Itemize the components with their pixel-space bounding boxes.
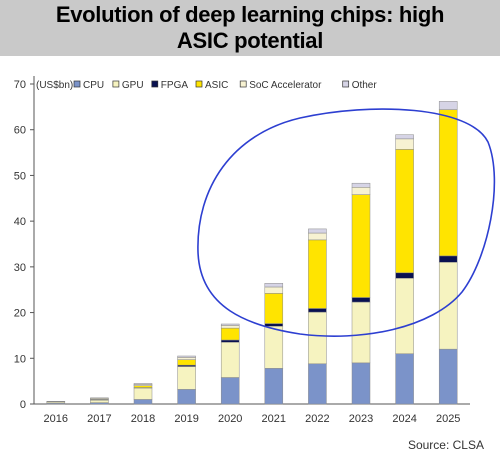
bar-segment: [395, 353, 414, 405]
y-tick-label: 50: [14, 170, 26, 182]
legend-swatch: [195, 80, 203, 88]
x-tick-label: 2020: [218, 413, 242, 425]
y-tick-label: 30: [14, 262, 26, 274]
bar-segment: [177, 355, 196, 358]
bar-segment: [220, 325, 240, 329]
bar-segment: [177, 366, 196, 390]
bar-segment: [395, 149, 414, 274]
legend-swatch: [112, 80, 120, 88]
bar-segment: [264, 326, 284, 369]
bar-segment: [220, 339, 240, 343]
bar-segment: [133, 399, 153, 405]
y-tick-label: 10: [14, 353, 26, 365]
bar-segment: [133, 385, 153, 388]
x-tick-label: 2018: [131, 413, 155, 425]
legend-swatch: [342, 80, 350, 88]
bar-segment: [308, 232, 327, 241]
x-tick-label: 2025: [436, 413, 460, 425]
source-note: Source: CLSA: [407, 438, 484, 452]
y-tick-label: 70: [14, 79, 26, 91]
y-tick-label: 0: [20, 399, 26, 411]
bar-segment: [351, 297, 371, 303]
stacked-bar-chart: 0 10 20 30 40 50 60 70 (US$bn) CPU GPU FPGA ASIC SoC …: [14, 76, 496, 425]
bar-segment: [177, 359, 196, 366]
x-tick-label: 2017: [87, 413, 111, 425]
title-bar: Evolution of deep learning chips: high A…: [0, 0, 500, 56]
y-tick-label: 40: [14, 216, 26, 228]
bar-segment: [438, 109, 458, 257]
bar-segment: [308, 311, 327, 365]
legend-swatch: [239, 80, 247, 88]
legend-label: GPU: [122, 80, 144, 91]
legend-label: ASIC: [205, 80, 228, 91]
bar-segment: [308, 308, 327, 313]
bar-segment: [438, 255, 458, 263]
y-unit-label: (US$bn): [36, 80, 73, 91]
bar-segment: [438, 348, 458, 405]
bar-segment: [177, 389, 196, 405]
bar-segment: [264, 283, 284, 288]
bar-segment: [46, 401, 66, 403]
bar-segment: [351, 301, 371, 364]
bar-segment: [264, 323, 284, 327]
bar-segment: [395, 138, 414, 150]
bar-segment: [438, 101, 458, 110]
bar-segment: [264, 368, 284, 405]
bar-segment: [220, 323, 240, 326]
bar-segment: [395, 278, 414, 354]
bar-segment: [133, 383, 153, 385]
legend-swatch: [151, 80, 159, 88]
bar-segment: [264, 286, 284, 294]
x-tick-label: 2022: [305, 413, 329, 425]
bar-segment: [308, 239, 327, 309]
chart-area: 0 10 20 30 40 50 60 70 (US$bn) CPU GPU FPGA ASIC SoC …: [0, 56, 500, 436]
bar-segment: [264, 293, 284, 324]
chart-title: Evolution of deep learning chips: high A…: [55, 2, 445, 53]
bar-segment: [177, 357, 196, 360]
bar-segment: [351, 187, 371, 195]
bar-segment: [308, 228, 327, 234]
legend-label: SoC Accelerator: [249, 80, 322, 91]
x-tick-label: 2021: [262, 413, 286, 425]
bar-segment: [395, 134, 414, 140]
x-tick-label: 2019: [174, 413, 198, 425]
legend-label: Other: [352, 80, 378, 91]
annotation-circle: [197, 108, 496, 337]
bar-segment: [90, 397, 109, 399]
x-tick-label: 2024: [392, 413, 416, 425]
bar-segment: [395, 272, 414, 279]
bar-segment: [220, 342, 240, 378]
legend-swatch: [73, 80, 81, 88]
y-tick-label: 20: [14, 308, 26, 320]
bar-segment: [220, 377, 240, 405]
legend-label: CPU: [83, 80, 104, 91]
y-tick-label: 60: [14, 125, 26, 137]
bar-segment: [351, 182, 371, 188]
bar-segment: [308, 363, 327, 405]
x-tick-label: 2016: [44, 413, 68, 425]
bar-segment: [351, 194, 371, 298]
legend-label: FPGA: [161, 80, 189, 91]
x-tick-label: 2023: [349, 413, 373, 425]
bar-segment: [133, 387, 153, 400]
bar-segment: [220, 327, 240, 341]
bar-segment: [351, 362, 371, 405]
